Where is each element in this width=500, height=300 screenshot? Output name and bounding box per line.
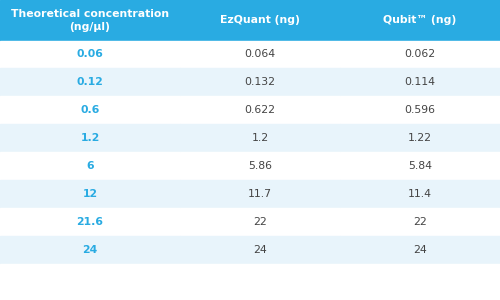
Text: 11.4: 11.4 — [408, 189, 432, 199]
Bar — [180, 152, 340, 180]
Bar — [0, 68, 180, 96]
Text: Qubit™ (ng): Qubit™ (ng) — [384, 15, 456, 25]
Text: EzQuant (ng): EzQuant (ng) — [220, 15, 300, 25]
Bar — [340, 0, 500, 40]
Bar — [180, 96, 340, 124]
Text: 0.064: 0.064 — [244, 50, 276, 59]
Bar — [340, 124, 500, 152]
Text: 0.06: 0.06 — [76, 50, 104, 59]
Text: 5.84: 5.84 — [408, 161, 432, 171]
Bar — [340, 152, 500, 180]
Text: 22: 22 — [253, 217, 267, 227]
Bar — [340, 236, 500, 264]
Bar — [340, 96, 500, 124]
Bar — [0, 0, 180, 40]
Text: 0.114: 0.114 — [404, 77, 436, 87]
Text: 21.6: 21.6 — [76, 217, 104, 227]
Text: 22: 22 — [413, 217, 427, 227]
Bar — [180, 236, 340, 264]
Text: 24: 24 — [82, 245, 98, 255]
Text: 24: 24 — [413, 245, 427, 255]
Text: 0.596: 0.596 — [404, 105, 436, 115]
Text: 1.22: 1.22 — [408, 133, 432, 143]
Text: 6: 6 — [86, 161, 94, 171]
Bar — [180, 208, 340, 236]
Text: 0.622: 0.622 — [244, 105, 276, 115]
Bar — [340, 68, 500, 96]
Text: 1.2: 1.2 — [252, 133, 268, 143]
Text: 1.2: 1.2 — [80, 133, 100, 143]
Bar — [180, 0, 340, 40]
Text: Theoretical concentration
(ng/µl): Theoretical concentration (ng/µl) — [11, 9, 169, 32]
Text: 0.12: 0.12 — [76, 77, 104, 87]
Bar — [0, 40, 180, 68]
Text: 5.86: 5.86 — [248, 161, 272, 171]
Text: 0.6: 0.6 — [80, 105, 100, 115]
Text: 0.132: 0.132 — [244, 77, 276, 87]
Bar — [0, 236, 180, 264]
Bar — [340, 40, 500, 68]
Bar — [0, 208, 180, 236]
Bar — [180, 180, 340, 208]
Text: 0.062: 0.062 — [404, 50, 436, 59]
Bar — [180, 68, 340, 96]
Bar — [0, 180, 180, 208]
Bar — [180, 124, 340, 152]
Text: 11.7: 11.7 — [248, 189, 272, 199]
Bar — [0, 264, 500, 300]
Bar — [0, 124, 180, 152]
Bar — [0, 96, 180, 124]
Bar — [340, 180, 500, 208]
Bar — [0, 152, 180, 180]
Text: 24: 24 — [253, 245, 267, 255]
Bar — [340, 208, 500, 236]
Bar — [180, 40, 340, 68]
Text: 12: 12 — [82, 189, 98, 199]
